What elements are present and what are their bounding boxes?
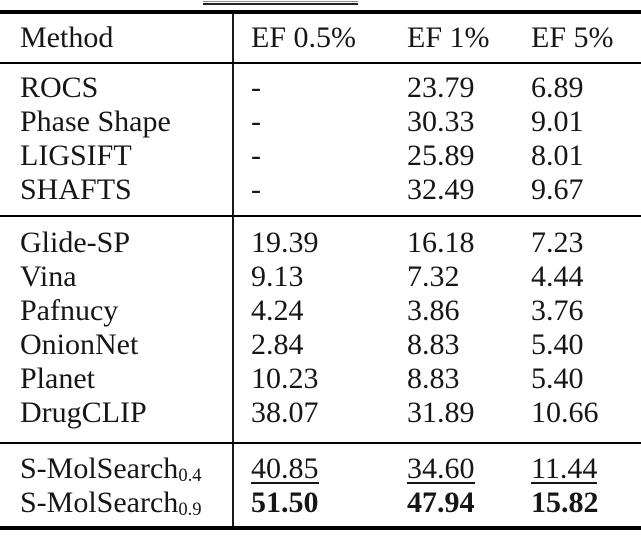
underlined-value: 34.60 [407, 452, 475, 485]
method-cell: Vina [20, 260, 77, 293]
method-cell: ROCS [20, 71, 99, 104]
value-cell: 30.33 [407, 105, 475, 138]
method-cell: OnionNet [20, 328, 139, 361]
value-cell: 3.76 [531, 294, 584, 327]
value-cell: 34.60 [390, 443, 514, 486]
value-cell: 11.44 [514, 443, 641, 486]
results-table: Method EF 0.5% EF 1% EF 5% ROCS -23.79 6.8… [0, 10, 641, 530]
method-cell: SHAFTS [0, 173, 233, 217]
value-cell: 31.89 [390, 396, 514, 444]
value-cell: 2.84 [232, 328, 390, 362]
table-row: SHAFTS -32.49 9.67 [0, 173, 641, 217]
value-cell: 40.85 [232, 443, 390, 486]
value-cell: 38.07 [232, 396, 390, 444]
table-group-docking-methods: Glide-SP 19.39 16.18 7.23 Vina 9.13 7.32 4.44 Pa… [0, 216, 641, 444]
value-cell: 16.18 [407, 226, 475, 259]
underlined-value: 11.44 [531, 452, 598, 485]
header-method: Method [0, 12, 233, 64]
method-subscript: 0.4 [178, 465, 202, 487]
value-cell: 9.67 [514, 173, 641, 217]
table-row: Phase Shape -30.33 9.01 [0, 105, 641, 139]
table-row: LIGSIFT -25.89 8.01 [0, 139, 641, 173]
value-cell: 10.66 [514, 396, 641, 444]
header-row: Method EF 0.5% EF 1% EF 5% [0, 12, 641, 64]
value-cell: - [232, 173, 390, 217]
table-row: Vina 9.13 7.32 4.44 [0, 260, 641, 294]
table-row: Planet 10.23 8.83 5.40 [0, 362, 641, 396]
table-row: ROCS -23.79 6.89 [0, 63, 641, 105]
bold-value: 15.82 [531, 486, 599, 519]
value-cell: 6.89 [531, 71, 584, 104]
value-cell: 8.83 [407, 328, 460, 361]
header-ef-1: EF 1% [390, 12, 514, 64]
value-cell: 32.49 [390, 173, 514, 217]
table-row: OnionNet 2.84 8.83 5.40 [0, 328, 641, 362]
table-row: Pafnucy 4.24 3.86 3.76 [0, 294, 641, 328]
header-ef-0-5: EF 0.5% [232, 12, 390, 64]
value-cell: 5.40 [531, 328, 584, 361]
value-cell: 4.44 [531, 260, 584, 293]
fragment-line-bottom [203, 3, 358, 5]
value-cell: - [232, 63, 390, 105]
bold-value: 51.50 [251, 486, 319, 519]
bold-value: 47.94 [407, 486, 475, 519]
value-cell: - [232, 139, 390, 173]
value-cell: 25.89 [407, 139, 475, 172]
value-cell: 23.79 [407, 71, 475, 104]
value-cell: 15.82 [514, 486, 641, 528]
table-row: DrugCLIP 38.07 31.89 10.66 [0, 396, 641, 444]
value-cell: 10.23 [232, 362, 390, 396]
value-cell: 47.94 [390, 486, 514, 528]
table-row: Glide-SP 19.39 16.18 7.23 [0, 216, 641, 260]
underlined-value: 40.85 [251, 452, 319, 485]
value-cell: 51.50 [232, 486, 390, 528]
value-cell: 7.23 [531, 226, 584, 259]
table-group-s-molsearch: S-MolSearch0.4 40.85 34.60 11.44 S-MolSearch… [0, 443, 641, 528]
method-cell: Planet [20, 362, 95, 395]
value-cell: - [232, 105, 390, 139]
value-cell: 7.32 [407, 260, 460, 293]
method-cell: DrugCLIP [0, 396, 233, 444]
header-ef-5: EF 5% [514, 12, 641, 64]
value-cell: 8.01 [531, 139, 584, 172]
cropped-rule-fragment [203, 1, 358, 5]
table-row: S-MolSearch0.4 40.85 34.60 11.44 [0, 443, 641, 486]
method-cell: Pafnucy [20, 294, 119, 327]
value-cell: 8.83 [407, 362, 460, 395]
table-header: Method EF 0.5% EF 1% EF 5% [0, 12, 641, 64]
table-group-shape-methods: ROCS -23.79 6.89 Phase Shape -30.33 9.01 LIGSI… [0, 63, 641, 217]
fragment-line-top [203, 1, 358, 2]
value-cell: 4.24 [232, 294, 390, 328]
method-subscript: 0.9 [178, 499, 202, 521]
value-cell: 9.01 [531, 105, 584, 138]
method-cell: Phase Shape [20, 105, 171, 138]
value-cell: 19.39 [232, 216, 390, 260]
method-cell: Glide-SP [20, 226, 131, 259]
method-cell: S-MolSearch0.9 [20, 486, 202, 521]
method-cell: LIGSIFT [20, 139, 132, 172]
value-cell: 9.13 [232, 260, 390, 294]
method-cell: S-MolSearch0.4 [20, 452, 202, 487]
value-cell: 5.40 [531, 362, 584, 395]
table-row: S-MolSearch0.9 51.50 47.94 15.82 [0, 486, 641, 528]
value-cell: 3.86 [407, 294, 460, 327]
